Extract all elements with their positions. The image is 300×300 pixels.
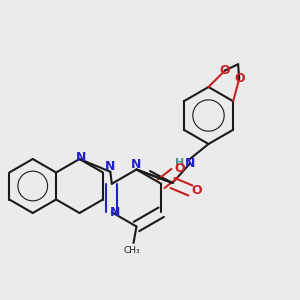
Text: N: N xyxy=(185,157,195,170)
Text: O: O xyxy=(220,64,230,77)
Text: H: H xyxy=(176,158,184,169)
Text: O: O xyxy=(191,184,202,197)
Text: O: O xyxy=(175,162,185,175)
Text: CH₃: CH₃ xyxy=(124,246,140,255)
Text: O: O xyxy=(234,72,244,85)
Text: N: N xyxy=(110,206,120,219)
Text: N: N xyxy=(131,158,142,172)
Text: N: N xyxy=(105,160,116,173)
Text: N: N xyxy=(76,151,86,164)
